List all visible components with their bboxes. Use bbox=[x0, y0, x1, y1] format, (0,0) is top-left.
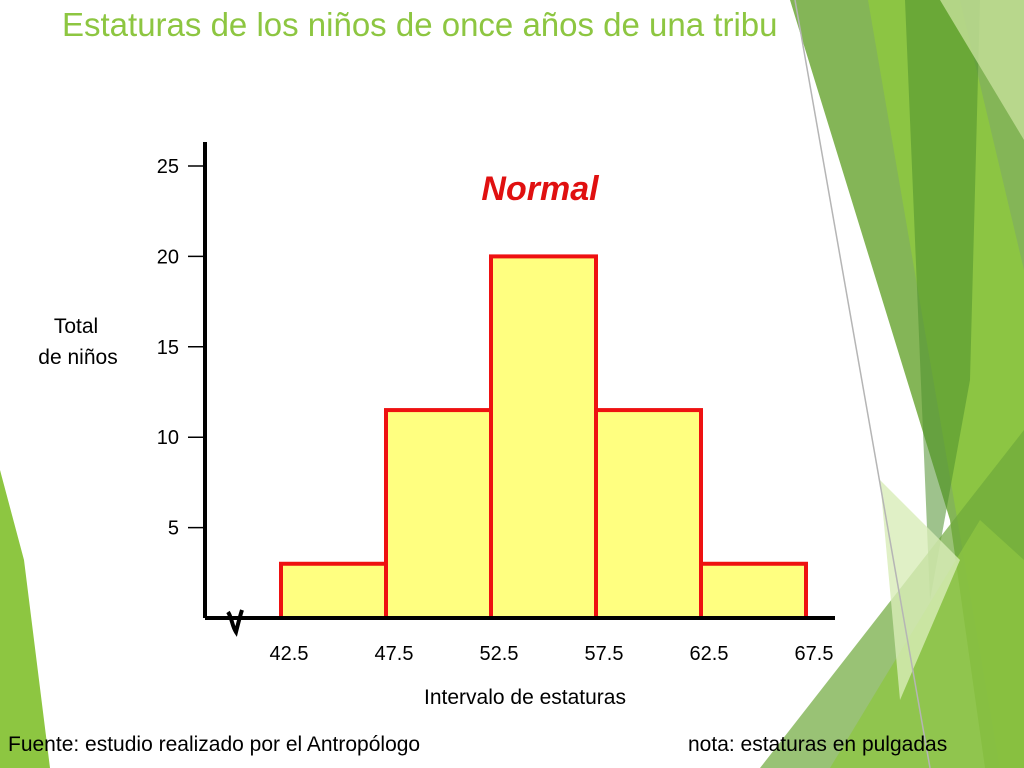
axis-break-mark bbox=[226, 609, 244, 637]
histogram-bar bbox=[489, 254, 598, 620]
green-stripe-shape bbox=[880, 480, 960, 700]
axes-layer: 5 10 15 20 25 42.5 47.5 52.5 57.5 62.5 67.5 bbox=[157, 142, 835, 665]
units-note: nota: estaturas en pulgadas bbox=[688, 733, 948, 756]
y-axis-label-line: de niños bbox=[38, 346, 117, 369]
x-axis-label: Intervalo de estaturas bbox=[424, 686, 626, 709]
histogram-bar bbox=[699, 561, 808, 621]
histogram-bar bbox=[594, 408, 703, 620]
y-tick-label: 20 bbox=[157, 246, 179, 268]
green-stripe-shape bbox=[905, 0, 980, 600]
slide-title: Estaturas de los niños de once años de u… bbox=[62, 6, 778, 43]
x-tick-label: 62.5 bbox=[690, 643, 729, 665]
green-stripe-shape bbox=[0, 470, 50, 768]
y-tick-label: 5 bbox=[168, 518, 179, 540]
y-tick-label: 25 bbox=[157, 156, 179, 178]
green-stripe-shape bbox=[940, 0, 1024, 140]
chart-title: Normal bbox=[481, 170, 600, 208]
grey-diagonal-line bbox=[794, 0, 931, 768]
source-note: Fuente: estudio realizado por el Antropó… bbox=[8, 733, 421, 756]
x-tick-label: 67.5 bbox=[795, 643, 834, 665]
y-tick-label: 10 bbox=[157, 427, 179, 449]
x-tick-label: 47.5 bbox=[375, 643, 414, 665]
y-tick-label: 15 bbox=[157, 337, 179, 359]
bars-layer bbox=[279, 254, 808, 621]
x-tick-label: 42.5 bbox=[270, 643, 309, 665]
histogram-bar bbox=[384, 408, 493, 620]
histogram-bar bbox=[279, 561, 388, 621]
x-tick-label: 57.5 bbox=[585, 643, 624, 665]
y-axis-label-line: Total bbox=[54, 315, 98, 338]
y-axis-label: Total de niños bbox=[38, 315, 117, 369]
x-tick-label: 52.5 bbox=[480, 643, 519, 665]
green-stripe-shape bbox=[830, 520, 1024, 768]
